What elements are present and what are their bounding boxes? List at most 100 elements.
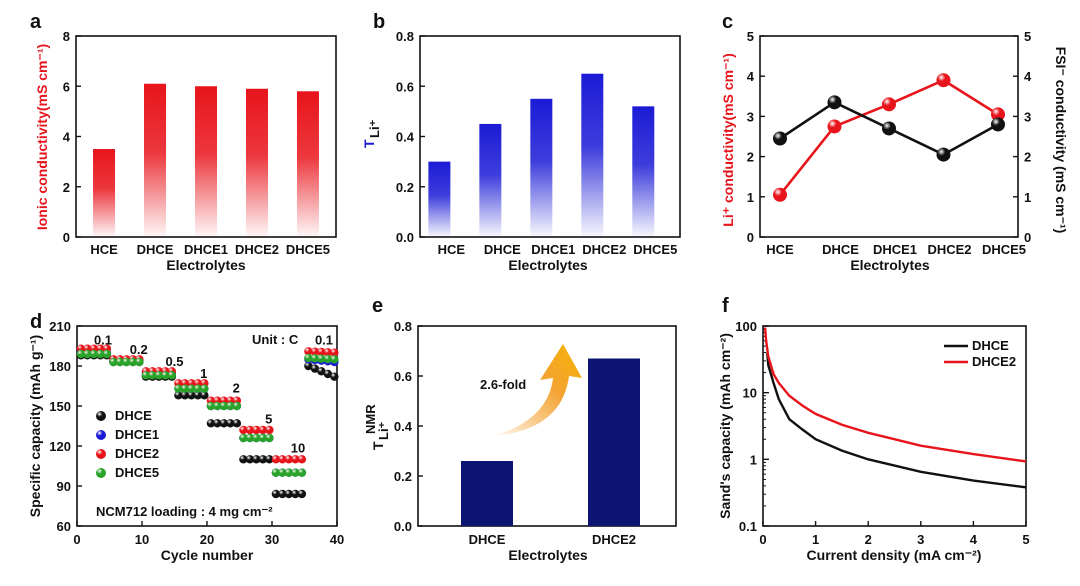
x-tick-label: 5 [1022, 532, 1029, 547]
y-tick-label: 10 [743, 386, 757, 401]
data-point [291, 489, 300, 499]
rate-label: 2 [233, 381, 240, 396]
data-point [206, 401, 216, 411]
x-tick-label: 4 [970, 532, 978, 547]
data-point [317, 367, 326, 376]
bar [93, 149, 116, 237]
data-point [187, 384, 196, 393]
y-tick-label: 0 [747, 230, 754, 245]
bar [144, 83, 167, 237]
x-tick-label: DHCE [469, 532, 506, 547]
data-point [232, 419, 242, 428]
legend-label: DHCE5 [115, 465, 159, 480]
y-tick-label: 210 [49, 319, 71, 334]
data-point [265, 425, 274, 435]
y-axis-title: Ionic conductivity(mS cm⁻¹) [34, 44, 50, 230]
x-tick-label: DHCE2 [592, 532, 636, 547]
x-tick-label: DHCE2 [927, 242, 971, 257]
data-point [773, 187, 787, 202]
data-point [323, 369, 333, 379]
x-axis-title: Current density (mA cm⁻²) [807, 547, 982, 563]
series-line [766, 352, 1027, 489]
x-tick-label: DHCE [822, 242, 859, 257]
x-axis-title: Electrolytes [850, 257, 930, 273]
data-point [882, 121, 896, 136]
x-axis-title: Cycle number [161, 547, 254, 563]
y-axis-title-sup: NMR [363, 404, 378, 434]
x-tick-label: 20 [200, 532, 214, 547]
x-tick-label: 2 [865, 532, 872, 547]
data-point [304, 361, 313, 371]
fold-annotation: 2.6-fold [480, 377, 526, 392]
y-tick-label: 0.4 [396, 130, 415, 145]
x-tick-label: DHCE2 [582, 242, 626, 257]
data-point [252, 425, 261, 435]
data-point [239, 433, 248, 443]
y-tick-label: 0.2 [396, 180, 414, 195]
x-tick-label: DHCE1 [873, 242, 917, 257]
data-point [304, 347, 313, 356]
panel-label: d [30, 311, 42, 333]
data-point [239, 455, 248, 464]
y-tick-label: 4 [63, 130, 71, 145]
data-point [330, 372, 339, 381]
x-tick-label: HCE [438, 242, 466, 257]
y-tick-label: 0.8 [396, 29, 414, 44]
data-point [991, 117, 1005, 132]
x-tick-label: DHCE [137, 242, 174, 257]
y-tick-label: 150 [49, 399, 71, 414]
data-point [122, 357, 131, 367]
legend-label: DHCE [115, 408, 152, 423]
x-tick-label: 0 [73, 532, 80, 547]
data-point [252, 433, 261, 443]
rate-label: 10 [291, 441, 305, 456]
y-tick-label: 5 [747, 29, 754, 44]
y-tick-label: 2 [63, 180, 70, 195]
y-tick-label: 1 [1024, 190, 1031, 205]
legend-marker [96, 411, 106, 421]
y-tick-label: 0.2 [394, 469, 412, 484]
data-point [219, 401, 229, 411]
y-tick-label: 0.0 [394, 519, 412, 534]
y-tick-label: 100 [735, 319, 757, 334]
bar [479, 123, 502, 237]
data-point [278, 455, 287, 464]
x-tick-label: 10 [135, 532, 149, 547]
x-axis-title: Electrolytes [166, 257, 246, 273]
y-tick-label: 0 [63, 230, 70, 245]
data-point [310, 364, 320, 373]
data-point [936, 147, 951, 162]
x-tick-label: DHCE5 [286, 242, 330, 257]
bar [581, 73, 604, 237]
bar [195, 86, 217, 237]
data-point [245, 425, 255, 435]
y-tick-label: 180 [49, 359, 71, 374]
data-point [154, 371, 164, 380]
data-point [773, 131, 787, 146]
y-axis-title: TLi⁺ [361, 119, 382, 148]
legend-marker [96, 449, 106, 459]
data-point [297, 468, 307, 477]
rate-label: 0.1 [94, 333, 112, 348]
x-tick-label: 30 [265, 532, 279, 547]
y-axis-title-sub: Li⁺ [367, 119, 382, 138]
x-tick-label: DHCE5 [982, 242, 1026, 257]
loading-label: NCM712 loading : 4 mg cm⁻² [96, 504, 273, 519]
data-point [284, 455, 294, 464]
y-axis-title: Sand's capacity (mAh cm⁻²) [717, 333, 733, 519]
data-point [291, 455, 300, 464]
data-point [271, 489, 281, 499]
data-point [297, 455, 307, 464]
data-point [317, 347, 326, 357]
data-point [219, 419, 229, 428]
panel-label: e [372, 295, 383, 317]
data-point [258, 455, 268, 464]
data-point [239, 425, 248, 435]
data-point [882, 97, 896, 112]
data-point [936, 73, 951, 88]
data-point [304, 353, 313, 363]
series-line [763, 327, 1027, 463]
data-point [265, 455, 274, 464]
legend-label: DHCE2 [972, 354, 1016, 369]
